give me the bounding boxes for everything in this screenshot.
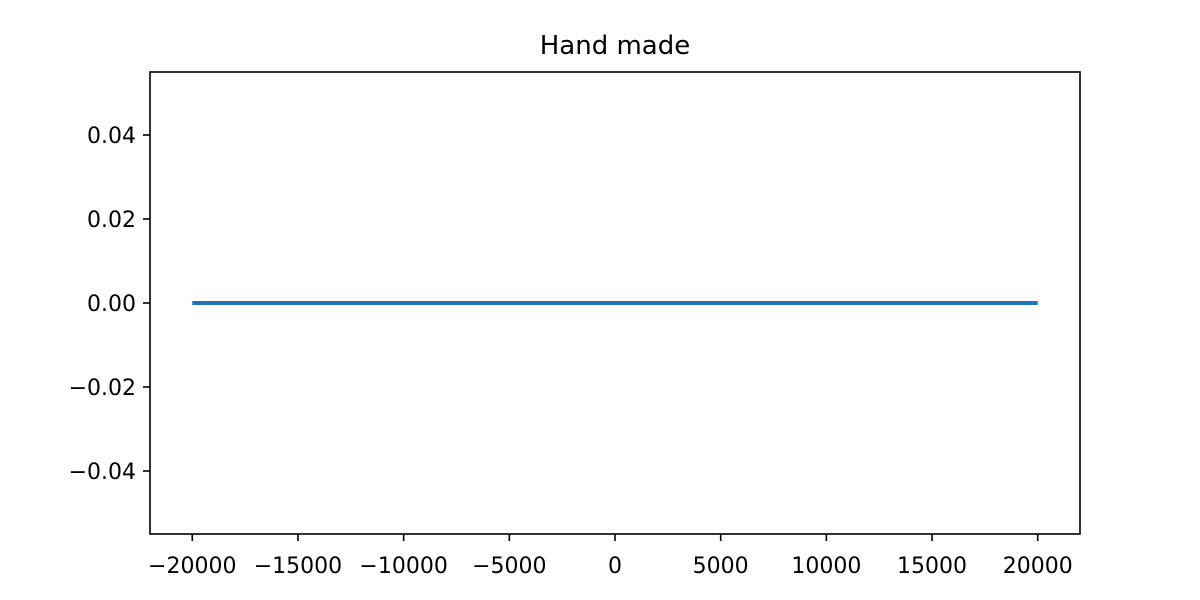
x-tick-label: −15000 <box>254 554 342 579</box>
x-tick-label: 5000 <box>693 554 749 579</box>
x-tick-label: −10000 <box>359 554 447 579</box>
x-tick-label: 15000 <box>897 554 967 579</box>
y-axis: 0.04 0.02 0.00 −0.02 −0.04 <box>69 124 150 485</box>
y-tick-label: 0.00 <box>87 292 136 317</box>
chart-title: Hand made <box>540 31 691 61</box>
y-tick-label: 0.02 <box>87 208 136 233</box>
x-tick-label: 20000 <box>1003 554 1073 579</box>
y-tick-label: −0.04 <box>69 460 136 485</box>
x-tick-label: −20000 <box>148 554 236 579</box>
x-tick-label: 10000 <box>791 554 861 579</box>
x-axis: −20000 −15000 −10000 −5000 0 5000 10000 15000 20… <box>148 534 1073 579</box>
y-tick-label: 0.04 <box>87 124 136 149</box>
y-tick-label: −0.02 <box>69 376 136 401</box>
x-tick-label: −5000 <box>472 554 546 579</box>
x-tick-label: 0 <box>608 554 622 579</box>
